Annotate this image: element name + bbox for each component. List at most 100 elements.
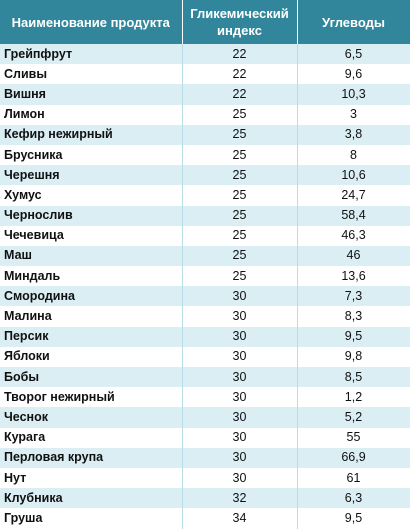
table-row: Творог нежирный 30 1,2 — [0, 387, 410, 408]
table-row: Маш 25 46 — [0, 245, 410, 267]
table-row: Малина 30 8,3 — [0, 306, 410, 327]
table-row: Бобы 30 8,5 — [0, 367, 410, 388]
table-row: Клубника 32 6,3 — [0, 488, 410, 509]
table-cell: Смородина — [0, 286, 183, 307]
table-cell: 30 — [182, 427, 298, 448]
table-cell: Хумус — [0, 185, 183, 206]
table-row: Вишня 22 10,3 — [0, 84, 410, 105]
table-cell: 24,7 — [297, 185, 410, 206]
table-cell: 3 — [297, 104, 410, 125]
table-cell: Малина — [0, 306, 183, 327]
table-cell: 9,6 — [297, 64, 410, 85]
table-cell: Лимон — [0, 104, 183, 125]
table-cell: 22 — [182, 44, 298, 65]
table-cell: Чернослив — [0, 205, 183, 226]
table-row: Нут 30 61 — [0, 467, 410, 489]
table-cell: 3,8 — [297, 124, 410, 145]
table-cell: 30 — [182, 286, 298, 307]
table-row: Миндаль 25 13,6 — [0, 266, 410, 287]
table-cell: Черешня — [0, 165, 183, 186]
header-row: Наименование продукта Гликемический инде… — [0, 0, 410, 44]
table-cell: Курага — [0, 427, 183, 448]
table-cell: 6,3 — [297, 488, 410, 509]
table-cell: 58,4 — [297, 205, 410, 226]
table-cell: 34 — [182, 508, 298, 529]
table-cell: Чеснок — [0, 407, 183, 428]
table-cell: 25 — [182, 225, 298, 246]
table-cell: 25 — [182, 124, 298, 145]
table-row: Груша 34 9,5 — [0, 508, 410, 529]
table-cell: Персик — [0, 326, 183, 347]
table-cell: 61 — [297, 467, 410, 489]
table-cell: 25 — [182, 165, 298, 186]
table-cell: 13,6 — [297, 266, 410, 287]
table-cell: 30 — [182, 467, 298, 489]
table-cell: Перловая крупа — [0, 447, 183, 468]
table-cell: Кефир нежирный — [0, 124, 183, 145]
table-body: Грейпфрут 22 6,5 Сливы 22 9,6 Вишня 22 10,3 Лимон… — [0, 44, 410, 529]
table-cell: Чечевица — [0, 225, 183, 246]
table-cell: 30 — [182, 367, 298, 388]
table-row: Смородина 30 7,3 — [0, 286, 410, 307]
table-cell: 25 — [182, 104, 298, 125]
table-cell: Маш — [0, 245, 183, 267]
table-cell: 10,6 — [297, 165, 410, 186]
table-cell: 25 — [182, 144, 298, 166]
table-cell: Клубника — [0, 488, 183, 509]
table-cell: 30 — [182, 407, 298, 428]
table-cell: 9,8 — [297, 346, 410, 367]
table-cell: 25 — [182, 185, 298, 206]
table-row: Черешня 25 10,6 — [0, 165, 410, 186]
table-cell: 25 — [182, 245, 298, 267]
table-cell: Яблоки — [0, 346, 183, 367]
table-cell: 46 — [297, 245, 410, 267]
table-cell: Нут — [0, 467, 183, 489]
table-cell: 46,3 — [297, 225, 410, 246]
table-cell: 32 — [182, 488, 298, 509]
table-cell: Брусника — [0, 144, 183, 166]
table-cell: 30 — [182, 326, 298, 347]
header-cell: Углеводы — [297, 0, 410, 44]
table-cell: Груша — [0, 508, 183, 529]
table-row: Яблоки 30 9,8 — [0, 346, 410, 367]
table-row: Брусника 25 8 — [0, 144, 410, 166]
table-cell: 9,5 — [297, 326, 410, 347]
table-cell: 55 — [297, 427, 410, 448]
table-cell: Грейпфрут — [0, 44, 183, 65]
table-header: Наименование продукта Гликемический инде… — [0, 0, 410, 44]
header-cell: Гликемический индекс — [182, 0, 298, 44]
table-cell: Бобы — [0, 367, 183, 388]
table-cell: Творог нежирный — [0, 387, 183, 408]
table-cell: 30 — [182, 306, 298, 327]
table-cell: 25 — [182, 205, 298, 226]
table-cell: 66,9 — [297, 447, 410, 468]
table-row: Персик 30 9,5 — [0, 326, 410, 347]
table-row: Перловая крупа 30 66,9 — [0, 447, 410, 468]
table-cell: 7,3 — [297, 286, 410, 307]
table-cell: Сливы — [0, 64, 183, 85]
table-cell: 22 — [182, 84, 298, 105]
table-cell: 30 — [182, 346, 298, 367]
table-row: Курага 30 55 — [0, 427, 410, 448]
table-cell: 8,5 — [297, 367, 410, 388]
table-cell: 5,2 — [297, 407, 410, 428]
table-cell: 22 — [182, 64, 298, 85]
table-row: Лимон 25 3 — [0, 104, 410, 125]
table-cell: Вишня — [0, 84, 183, 105]
table-cell: 25 — [182, 266, 298, 287]
table-row: Хумус 25 24,7 — [0, 185, 410, 206]
table-cell: 30 — [182, 447, 298, 468]
header-cell: Наименование продукта — [0, 0, 183, 44]
table-row: Чеснок 30 5,2 — [0, 407, 410, 428]
table-row: Кефир нежирный 25 3,8 — [0, 124, 410, 145]
table-cell: 9,5 — [297, 508, 410, 529]
table-row: Грейпфрут 22 6,5 — [0, 44, 410, 65]
table-cell: Миндаль — [0, 266, 183, 287]
table-cell: 8 — [297, 144, 410, 166]
table-cell: 30 — [182, 387, 298, 408]
table-cell: 6,5 — [297, 44, 410, 65]
table-row: Сливы 22 9,6 — [0, 64, 410, 85]
table-row: Чечевица 25 46,3 — [0, 225, 410, 246]
